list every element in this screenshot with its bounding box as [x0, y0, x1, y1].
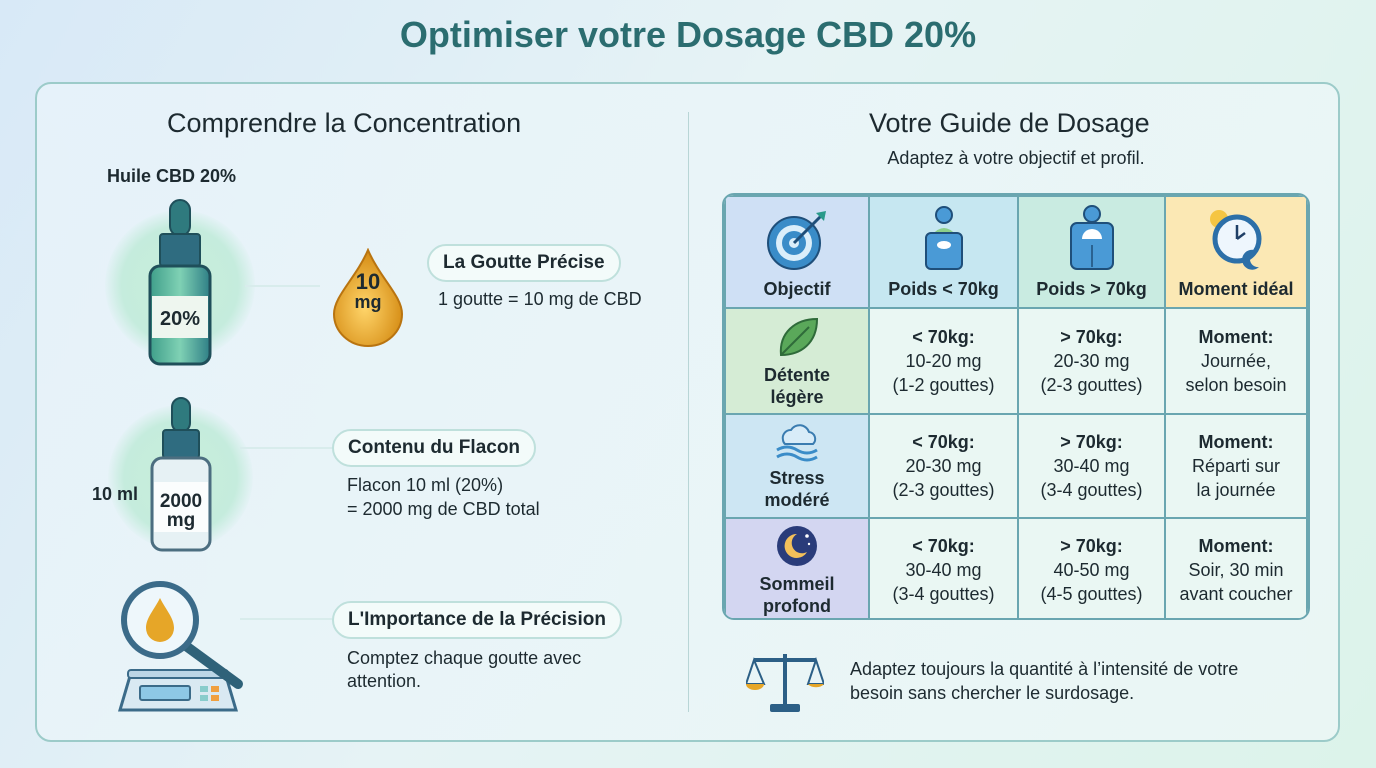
- header-objectif: Objectif: [724, 195, 870, 309]
- moment-cell: Moment: Réparti sur la journée: [1164, 413, 1308, 519]
- cell-head: Moment:: [1198, 432, 1274, 452]
- cloud-waves-icon: [776, 423, 818, 461]
- cell-drops: (3-4 gouttes): [892, 584, 995, 604]
- balance-scale-icon: [746, 654, 824, 712]
- objective-line: Stress: [769, 467, 825, 488]
- dose-high-cell: > 70kg: 20-30 mg (2-3 gouttes): [1017, 307, 1166, 415]
- flask-tag: 2000 mg: [152, 492, 210, 530]
- footer-line-1: Adaptez toujours la quantité à l’intensi…: [850, 659, 1239, 679]
- flask-tag-unit: mg: [166, 510, 196, 531]
- target-icon: [767, 211, 826, 270]
- cell-drops: (3-4 gouttes): [1040, 480, 1143, 500]
- table-row: Détente légère < 70kg: 10-20 mg (1-2 goutte…: [724, 307, 1308, 415]
- leaf-icon: [779, 317, 819, 356]
- objective-line: Détente: [763, 364, 830, 385]
- dose-low-cell: < 70kg: 10-20 mg (1-2 gouttes): [868, 307, 1019, 415]
- cell-head: < 70kg:: [912, 432, 975, 452]
- table-header-row: Objectif Poids < 70kg Poids > 70kg Momen…: [724, 195, 1308, 309]
- header-label: Objectif: [763, 279, 831, 299]
- moment-cell: Moment: Journée, selon besoin: [1164, 307, 1308, 415]
- moment-cell: Moment: Soir, 30 min avant coucher: [1164, 517, 1308, 618]
- cell-head: < 70kg:: [912, 536, 975, 556]
- magnifier-scale-icon: [117, 581, 243, 712]
- table-row: Sommeil profond < 70kg: 30-40 mg (3-4 goutt…: [724, 517, 1308, 618]
- goutte-title: La Goutte Précise: [427, 244, 621, 282]
- oil-drop-icon: [332, 248, 404, 347]
- header-label: Moment idéal: [1178, 279, 1294, 299]
- cell-head: Moment:: [1198, 327, 1274, 347]
- table-row: Stress modéré < 70kg: 20-30 mg (2-3 gouttes…: [724, 413, 1308, 519]
- precision-text-1: Comptez chaque goutte avec: [347, 648, 582, 668]
- flacon-title: Contenu du Flacon: [332, 429, 537, 467]
- flask-bottle-icon: [150, 397, 212, 552]
- cell-line: Réparti sur: [1191, 456, 1281, 476]
- precision-text-2: attention.: [347, 671, 422, 691]
- drop-unit: mg: [354, 292, 382, 312]
- objective-line: modéré: [764, 489, 830, 510]
- drop-value: 10: [355, 269, 381, 294]
- cell-dose: 30-40 mg: [905, 560, 982, 580]
- header-label: Poids < 70kg: [888, 279, 999, 299]
- right-heading: Votre Guide de Dosage: [869, 108, 1150, 138]
- bottle-tag: 20%: [159, 308, 201, 330]
- connector: [245, 285, 320, 287]
- objective-line: profond: [763, 595, 831, 616]
- cell-drops: (4-5 gouttes): [1040, 584, 1143, 604]
- cell-dose: 30-40 mg: [1053, 456, 1130, 476]
- cell-dose: 20-30 mg: [905, 456, 982, 476]
- header-label: Poids > 70kg: [1036, 279, 1147, 299]
- cell-head: < 70kg:: [912, 327, 975, 347]
- cell-head: > 70kg:: [1060, 536, 1123, 556]
- cell-line: avant coucher: [1179, 584, 1293, 604]
- moon-stars-icon: [777, 525, 817, 566]
- dose-low-cell: < 70kg: 20-30 mg (2-3 gouttes): [868, 413, 1019, 519]
- cell-drops: (1-2 gouttes): [892, 375, 995, 395]
- cell-drops: (2-3 gouttes): [1040, 375, 1143, 395]
- objective-line: légère: [770, 386, 824, 407]
- cell-line: selon besoin: [1185, 375, 1287, 395]
- flacon-text-2: = 2000 mg de CBD total: [347, 499, 540, 519]
- heavy-scale-person-icon: [1069, 205, 1114, 270]
- precision-title: L'Importance de la Précision: [332, 601, 622, 639]
- flask-tag-value: 2000: [159, 491, 203, 512]
- flacon-text-1: Flacon 10 ml (20%): [347, 475, 504, 495]
- cell-head: Moment:: [1198, 536, 1274, 556]
- clock-sun-moon-icon: [1210, 210, 1262, 270]
- column-divider: [688, 112, 689, 712]
- drop-label: 10 mg: [340, 269, 396, 313]
- objective-cell: Stress modéré: [724, 413, 870, 519]
- connector: [240, 447, 332, 449]
- cell-line: la journée: [1196, 480, 1276, 500]
- cell-head: > 70kg:: [1060, 327, 1123, 347]
- goutte-text: 1 goutte = 10 mg de CBD: [438, 289, 642, 309]
- header-moment: Moment idéal: [1164, 195, 1308, 309]
- connector: [240, 618, 332, 620]
- bottle-label: Huile CBD 20%: [107, 166, 237, 186]
- header-poids-high: Poids > 70kg: [1017, 195, 1166, 309]
- objective-cell: Sommeil profond: [724, 517, 870, 618]
- light-scale-person-icon: [924, 206, 963, 270]
- dose-low-cell: < 70kg: 30-40 mg (3-4 gouttes): [868, 517, 1019, 618]
- dose-high-cell: > 70kg: 40-50 mg (4-5 gouttes): [1017, 517, 1166, 618]
- header-poids-low: Poids < 70kg: [868, 195, 1019, 309]
- objective-cell: Détente légère: [724, 307, 870, 415]
- cell-line: Soir, 30 min: [1188, 560, 1284, 580]
- right-subtitle: Adaptez à votre objectif et profil.: [887, 148, 1145, 168]
- flask-volume: 10 ml: [92, 484, 139, 504]
- page-title: Optimiser votre Dosage CBD 20%: [399, 14, 977, 55]
- cell-dose: 10-20 mg: [905, 351, 982, 371]
- dosage-table: Objectif Poids < 70kg Poids > 70kg Momen…: [722, 193, 1310, 620]
- cell-dose: 20-30 mg: [1053, 351, 1130, 371]
- left-heading: Comprendre la Concentration: [167, 108, 522, 138]
- cell-line: Journée,: [1200, 351, 1272, 371]
- cell-dose: 40-50 mg: [1053, 560, 1130, 580]
- objective-line: Sommeil: [759, 573, 835, 594]
- cbd-bottle-icon: [148, 199, 212, 366]
- dose-high-cell: > 70kg: 30-40 mg (3-4 gouttes): [1017, 413, 1166, 519]
- cell-drops: (2-3 gouttes): [892, 480, 995, 500]
- footer-line-2: besoin sans chercher le surdosage.: [850, 683, 1135, 703]
- cell-head: > 70kg:: [1060, 432, 1123, 452]
